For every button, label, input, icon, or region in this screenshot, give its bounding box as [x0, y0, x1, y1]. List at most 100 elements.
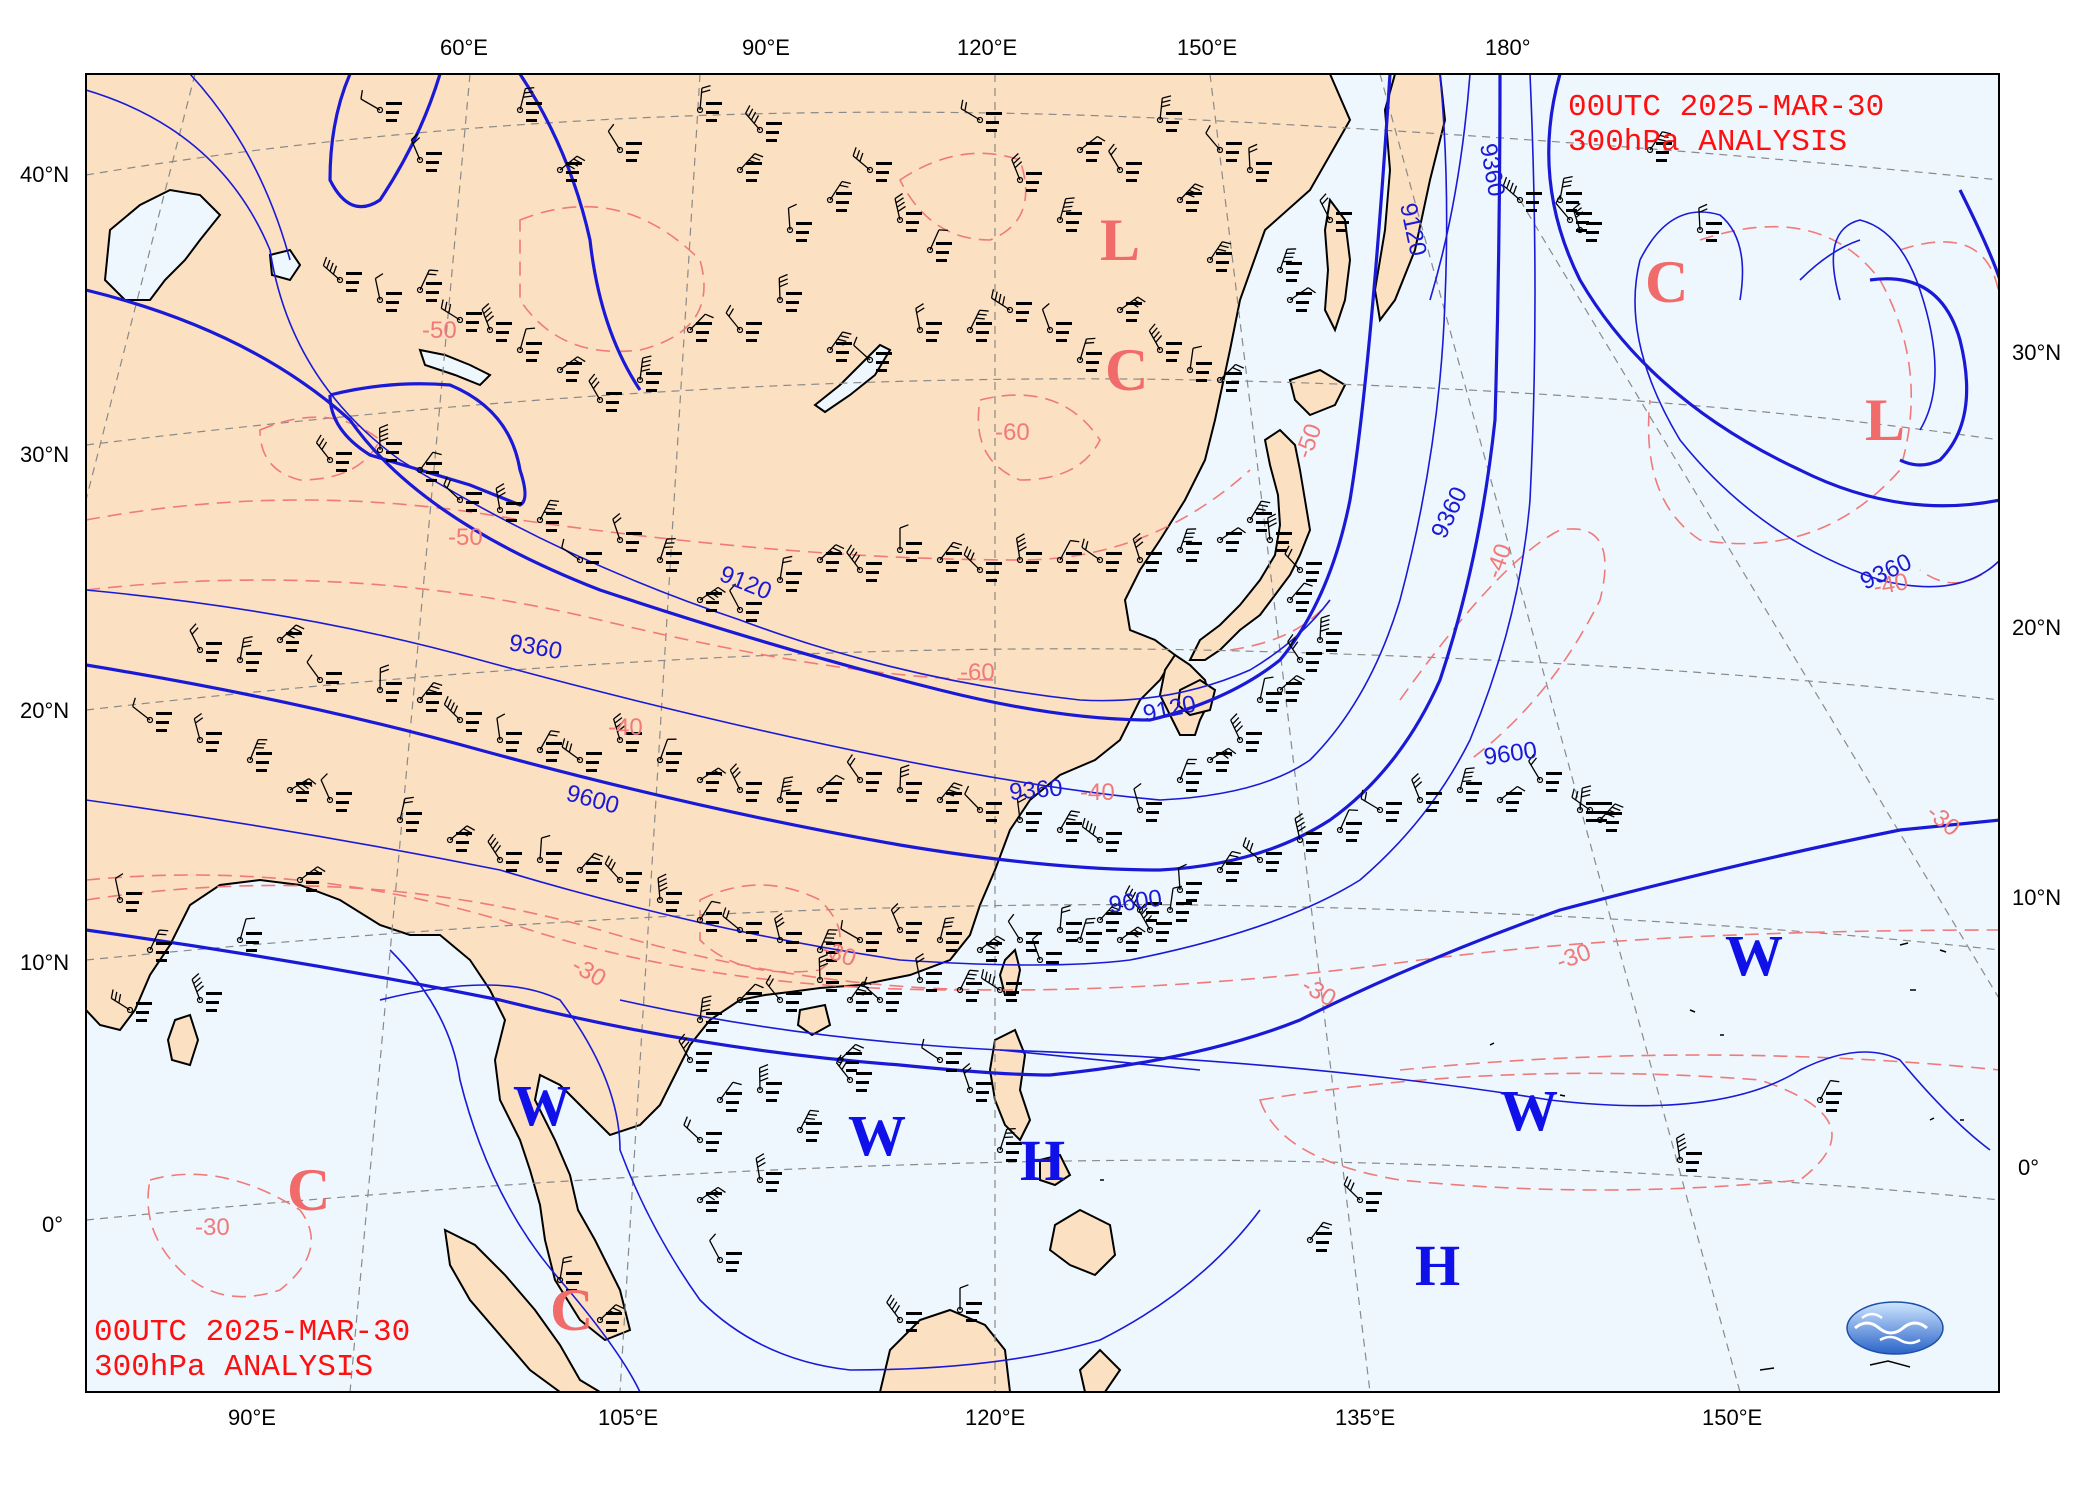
wind-barb: [1360, 789, 1402, 822]
wind-barb: [1242, 837, 1282, 872]
wind-barb: [1316, 614, 1342, 652]
japan-hokkaido: [1288, 368, 1347, 417]
wind-barb: [1186, 345, 1212, 382]
wind-barb: [1076, 917, 1102, 952]
temp-label: -40: [1080, 779, 1115, 806]
wind-barb: [915, 303, 942, 342]
temp-label: -60: [995, 419, 1030, 446]
wind-barb: [1646, 131, 1672, 162]
wind-barb: [1056, 539, 1082, 572]
wind-barb: [1528, 753, 1562, 792]
wind-barb: [612, 712, 642, 752]
wind-barb: [1555, 194, 1592, 232]
title-bottom-left: 00UTC 2025-MAR-30 300hPa ANALYSIS: [94, 1315, 410, 1385]
top-lon-label: 180°: [1485, 35, 1531, 60]
wind-barb: [696, 900, 722, 932]
cold-marker: C: [550, 1277, 593, 1343]
wind-barb: [1176, 528, 1202, 562]
left-lat-label: 40°N: [20, 162, 69, 187]
warm-marker: W: [848, 1103, 906, 1168]
wind-barb: [966, 309, 992, 342]
wind-barb: [736, 153, 764, 182]
wind-barb: [990, 289, 1032, 322]
wind-barb: [236, 917, 262, 952]
wind-barb: [1276, 248, 1302, 282]
sri-lanka: [166, 1013, 200, 1067]
bottom-lon-label: 135°E: [1335, 1405, 1395, 1430]
wind-barb: [1502, 176, 1542, 212]
wind-barb: [374, 273, 402, 312]
wind-barb: [936, 541, 963, 572]
wind-barb: [561, 538, 602, 572]
high-marker: H: [1020, 1128, 1065, 1193]
wind-barb: [960, 99, 1002, 132]
contour-9360-east: [1958, 189, 1999, 281]
left-lat-label: 20°N: [20, 698, 69, 723]
cwa-logo-icon: [1846, 1301, 1944, 1355]
wind-barb: [853, 336, 892, 372]
contour-9600-main: [86, 818, 1999, 1077]
temp-label: -40: [608, 714, 643, 741]
wind-barb: [556, 356, 586, 382]
wind-barb: [656, 738, 682, 772]
wind-barb: [1456, 767, 1482, 802]
wind-barb: [729, 763, 762, 802]
mindanao: [1048, 1208, 1117, 1277]
wind-barb: [729, 583, 762, 622]
wind-barb: [656, 873, 682, 912]
wind-barb: [1056, 905, 1082, 942]
temperature-contours: [86, 152, 1999, 1298]
wind-barb: [110, 989, 152, 1022]
wind-barb: [1556, 176, 1582, 212]
cold-marker: C: [1105, 337, 1148, 403]
wind-barb: [1056, 810, 1082, 842]
visayas: [1039, 1153, 1072, 1187]
kamchatka: [1373, 74, 1447, 323]
bottom-lon-label: 90°E: [228, 1405, 276, 1430]
wind-barb: [416, 451, 442, 482]
wind-barb: [1148, 323, 1182, 362]
wind-barb: [896, 524, 922, 562]
wind-barb: [796, 1109, 822, 1142]
wind-barb: [896, 764, 922, 802]
wind-barb: [980, 969, 1022, 1002]
wind-barb: [976, 935, 1006, 962]
wind-barb: [722, 907, 762, 942]
small-islands: [1100, 942, 1964, 1371]
wind-barb: [962, 1062, 992, 1102]
wind-barb: [846, 754, 882, 792]
cold-marker: C: [1645, 249, 1688, 315]
wind-barb: [716, 1081, 742, 1112]
wind-barb: [921, 1038, 962, 1072]
wind-barb: [306, 654, 342, 692]
wind-barb: [755, 1153, 782, 1192]
top-lon-label: 60°E: [440, 35, 488, 60]
wind-barb: [816, 544, 845, 572]
luzon: [988, 1028, 1032, 1142]
wind-barb: [376, 664, 402, 702]
wind-barb: [1031, 932, 1062, 972]
wind-barb: [396, 796, 422, 832]
wind-barb: [1176, 758, 1202, 792]
wind-barb: [1108, 143, 1142, 182]
wind-barb: [236, 636, 262, 672]
wind-barb: [1138, 903, 1172, 942]
cold-marker: C: [287, 1157, 330, 1223]
wind-barb: [725, 304, 762, 342]
wind-barb: [443, 476, 482, 512]
wind-barb: [816, 774, 845, 802]
wind-barb: [786, 203, 812, 242]
wind-barb: [1176, 183, 1204, 212]
title-line1: 00UTC 2025-MAR-30: [1568, 90, 1884, 125]
contour-9360-pacific: [1547, 74, 1999, 508]
wind-barb: [607, 123, 642, 162]
low-marker: L: [1865, 387, 1905, 453]
wind-barb: [1205, 124, 1242, 162]
wind-barb: [193, 712, 222, 752]
wind-barb: [1411, 773, 1442, 812]
wind-barb: [1081, 817, 1122, 852]
wind-barb: [276, 624, 305, 652]
wind-barb: [696, 995, 722, 1032]
wind-barb: [1286, 287, 1316, 312]
